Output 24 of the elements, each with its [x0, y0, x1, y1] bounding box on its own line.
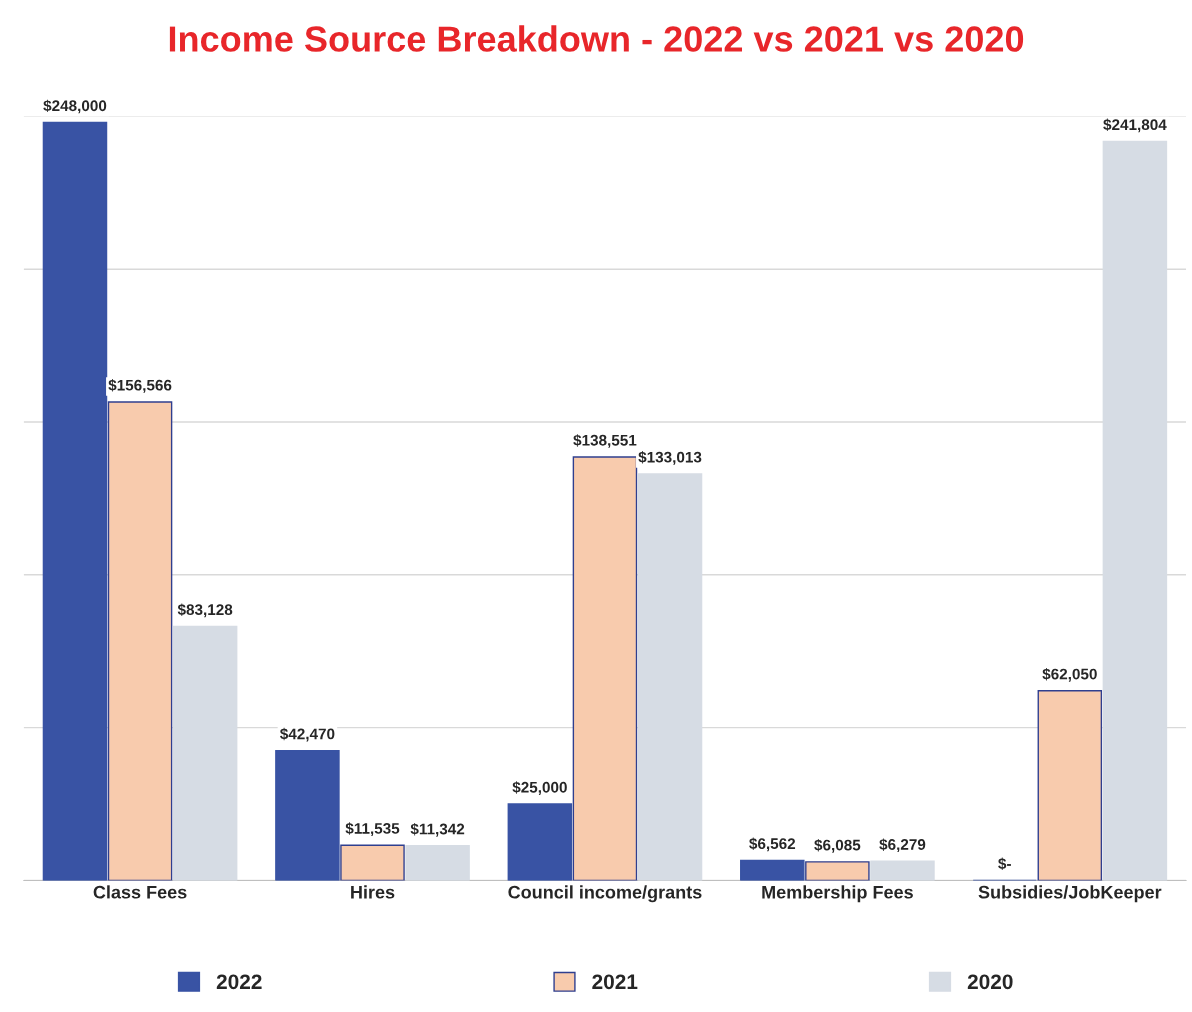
x-tick-label: Subsidies/JobKeeper [978, 885, 1162, 903]
data-label: $11,342 [410, 822, 465, 837]
chart-title: Income Source Breakdown - 2022 vs 2021 vs 2020 [169, 25, 1024, 52]
data-label: $83,128 [177, 603, 233, 618]
legend-label: 2021 [592, 974, 638, 990]
x-tick-label: Membership Fees [762, 885, 913, 903]
data-label: $241,804 [1103, 118, 1167, 133]
data-label: $138,551 [573, 434, 637, 448]
data-label: $25,000 [512, 781, 567, 795]
data-label: $156,566 [108, 379, 172, 393]
data-label: $62,050 [1042, 667, 1097, 682]
data-label: $133,013 [638, 451, 702, 465]
data-label: $11,535 [345, 822, 400, 837]
data-label: $6,085 [814, 839, 861, 853]
x-tick-label: Class Fees [93, 885, 187, 899]
data-label: $248,000 [43, 99, 107, 114]
data-label: $- [998, 857, 1011, 871]
x-tick-label: Council income/grants [508, 885, 702, 903]
x-tick-label: Hires [351, 885, 395, 899]
legend-label: 2022 [216, 974, 262, 990]
data-label: $6,279 [879, 838, 926, 853]
legend-label: 2020 [967, 974, 1013, 990]
data-label: $42,470 [280, 727, 335, 742]
data-label: $6,562 [749, 837, 796, 852]
